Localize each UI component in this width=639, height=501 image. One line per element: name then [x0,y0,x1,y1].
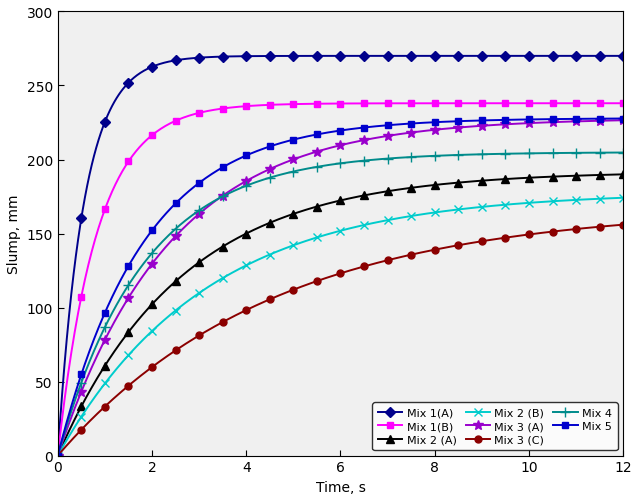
X-axis label: Time, s: Time, s [316,480,366,494]
Legend: Mix 1(A), Mix 1(B), Mix 2 (A), Mix 2 (B), Mix 3 (A), Mix 3 (C), Mix 4, Mix 5: Mix 1(A), Mix 1(B), Mix 2 (A), Mix 2 (B)… [373,402,618,450]
Y-axis label: Slump, mm: Slump, mm [7,194,21,274]
